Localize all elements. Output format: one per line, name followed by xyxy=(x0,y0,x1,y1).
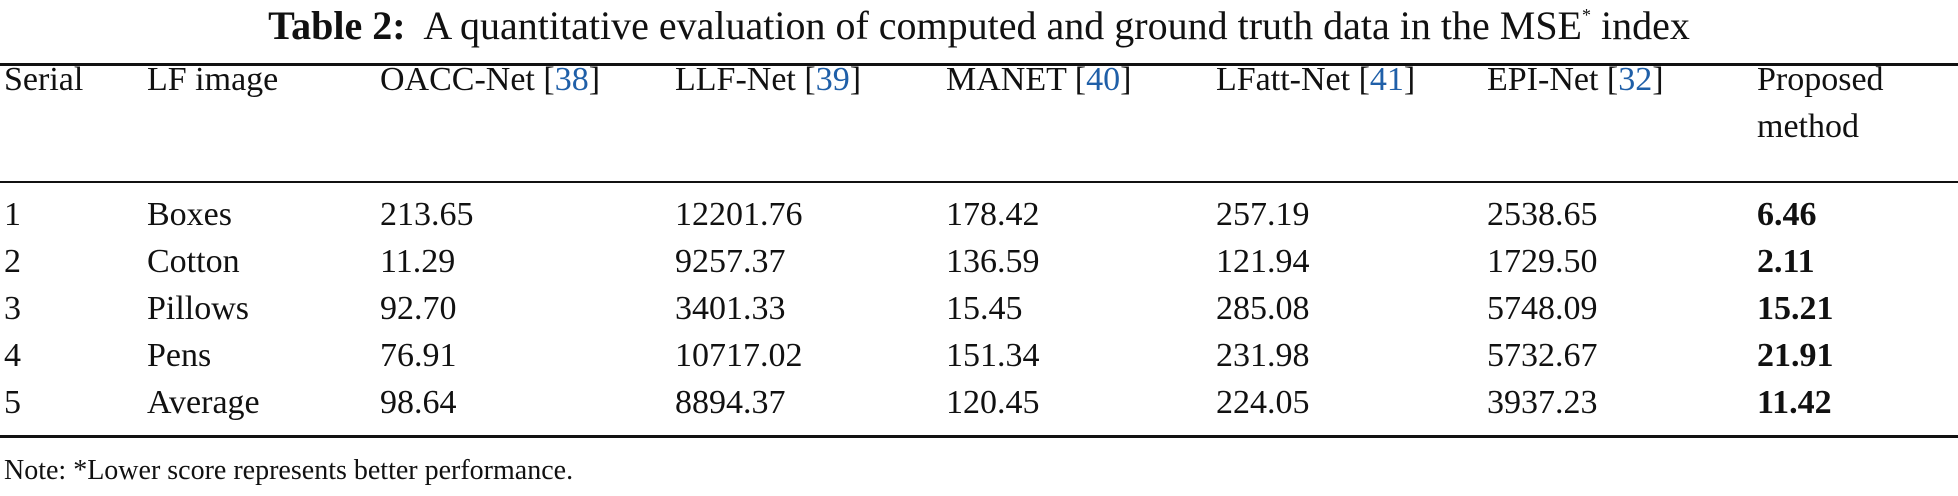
citation-link[interactable]: 39 xyxy=(815,61,850,98)
caption-superscript: * xyxy=(1582,5,1591,25)
header-lfatt-net: LFatt-Net [41] xyxy=(1216,61,1416,98)
bottom-rule xyxy=(0,435,1958,438)
cell-proposed-best: 6.46 xyxy=(1757,196,1817,233)
header-llf-net: LLF-Net [39] xyxy=(675,61,862,98)
header-lf-image: LF image xyxy=(147,61,279,98)
cell-epi-net: 5732.67 xyxy=(1487,337,1598,374)
citation-link[interactable]: 38 xyxy=(554,61,589,98)
cell-oacc-net: 11.29 xyxy=(380,243,456,280)
cell-oacc-net: 213.65 xyxy=(380,196,474,233)
cell-manet: 120.45 xyxy=(946,384,1040,421)
cell-oacc-net: 98.64 xyxy=(380,384,457,421)
cell-llf-net: 10717.02 xyxy=(675,337,803,374)
cell-llf-net: 8894.37 xyxy=(675,384,786,421)
cell-serial: 1 xyxy=(4,196,21,233)
cell-lfatt-net: 121.94 xyxy=(1216,243,1310,280)
cell-epi-net: 5748.09 xyxy=(1487,290,1598,327)
header-proposed-method: Proposed xyxy=(1757,61,1884,98)
header-proposed-method-line2: method xyxy=(1757,108,1859,145)
cell-manet: 15.45 xyxy=(946,290,1023,327)
cell-lfatt-net: 231.98 xyxy=(1216,337,1310,374)
citation-link[interactable]: 40 xyxy=(1086,61,1121,98)
cell-lfatt-net: 224.05 xyxy=(1216,384,1310,421)
cell-serial: 2 xyxy=(4,243,21,280)
cell-oacc-net: 92.70 xyxy=(380,290,457,327)
cell-lf-image: Cotton xyxy=(147,243,240,280)
cell-proposed-best: 21.91 xyxy=(1757,337,1834,374)
cell-llf-net: 12201.76 xyxy=(675,196,803,233)
caption-text-end: index xyxy=(1591,3,1690,48)
caption-label: Table 2: xyxy=(268,3,406,48)
cell-proposed-best: 11.42 xyxy=(1757,384,1832,421)
cell-lfatt-net: 285.08 xyxy=(1216,290,1310,327)
citation-link[interactable]: 32 xyxy=(1618,61,1653,98)
cell-lf-image: Average xyxy=(147,384,260,421)
cell-llf-net: 9257.37 xyxy=(675,243,786,280)
cell-manet: 151.34 xyxy=(946,337,1040,374)
cell-lfatt-net: 257.19 xyxy=(1216,196,1310,233)
cell-lf-image: Pillows xyxy=(147,290,250,327)
header-serial: Serial xyxy=(4,61,84,98)
caption-text: A quantitative evaluation of computed an… xyxy=(423,3,1582,48)
cell-manet: 178.42 xyxy=(946,196,1040,233)
header-epi-net: EPI-Net [32] xyxy=(1487,61,1664,98)
cell-serial: 3 xyxy=(4,290,21,327)
cell-serial: 5 xyxy=(4,384,21,421)
header-oacc-net: OACC-Net [38] xyxy=(380,61,601,98)
cell-proposed-best: 2.11 xyxy=(1757,243,1815,280)
cell-llf-net: 3401.33 xyxy=(675,290,786,327)
table-caption: Table 2: A quantitative evaluation of co… xyxy=(0,0,1958,52)
cell-manet: 136.59 xyxy=(946,243,1040,280)
citation-link[interactable]: 41 xyxy=(1369,61,1404,98)
table-note: Note: *Lower score represents better per… xyxy=(4,455,574,486)
header-rule xyxy=(0,181,1958,183)
cell-lf-image: Boxes xyxy=(147,196,232,233)
header-manet: MANET [40] xyxy=(946,61,1132,98)
cell-lf-image: Pens xyxy=(147,337,212,374)
top-rule xyxy=(0,63,1958,66)
cell-epi-net: 2538.65 xyxy=(1487,196,1598,233)
cell-proposed-best: 15.21 xyxy=(1757,290,1834,327)
cell-epi-net: 3937.23 xyxy=(1487,384,1598,421)
cell-oacc-net: 76.91 xyxy=(380,337,457,374)
cell-epi-net: 1729.50 xyxy=(1487,243,1598,280)
cell-serial: 4 xyxy=(4,337,21,374)
